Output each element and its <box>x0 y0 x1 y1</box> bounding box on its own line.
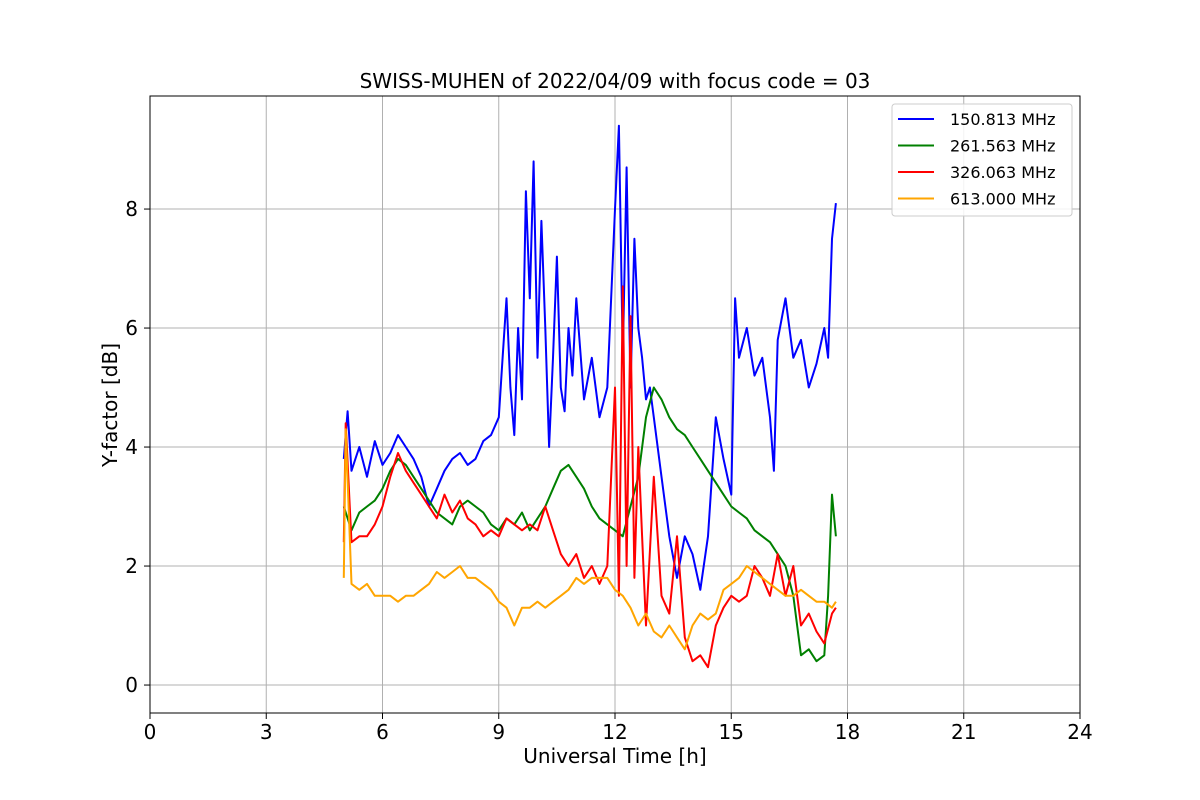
legend-label-4: 613.000 MHz <box>950 190 1055 209</box>
series-line-4 <box>342 428 837 651</box>
legend-label-3: 326.063 MHz <box>950 163 1055 182</box>
x-tick-label: 24 <box>1067 720 1092 744</box>
x-axis-label: Universal Time [h] <box>523 744 706 768</box>
y-axis-ticks: 0 2 4 6 8 <box>125 197 150 697</box>
legend-box <box>891 103 1073 217</box>
y-tick-label: 4 <box>125 435 138 459</box>
series-line-1 <box>342 124 837 591</box>
y-tick-label: 0 <box>125 673 138 697</box>
y-axis-label: Y-factor [dB] <box>98 343 122 468</box>
series-line-3 <box>342 285 837 669</box>
y-tick-label: 6 <box>125 316 138 340</box>
x-tick-label: 18 <box>835 720 860 744</box>
plot-area <box>342 124 837 669</box>
legend: 150.813 MHz 261.563 MHz 326.063 MHz 613.000… <box>891 103 1073 217</box>
series-line-2 <box>342 386 837 663</box>
x-tick-label: 6 <box>376 720 389 744</box>
y-tick-label: 8 <box>125 197 138 221</box>
x-tick-label: 12 <box>602 720 627 744</box>
chart-title: SWISS-MUHEN of 2022/04/09 with focus cod… <box>360 69 871 93</box>
x-axis-ticks: 0 3 6 9 12 15 18 21 24 <box>144 713 1093 744</box>
legend-label-1: 150.813 MHz <box>950 110 1055 129</box>
x-tick-label: 15 <box>719 720 744 744</box>
x-tick-label: 9 <box>492 720 505 744</box>
y-tick-label: 2 <box>125 554 138 578</box>
x-tick-label: 0 <box>144 720 157 744</box>
legend-label-2: 261.563 MHz <box>950 137 1055 156</box>
x-tick-label: 3 <box>260 720 273 744</box>
x-tick-label: 21 <box>951 720 976 744</box>
